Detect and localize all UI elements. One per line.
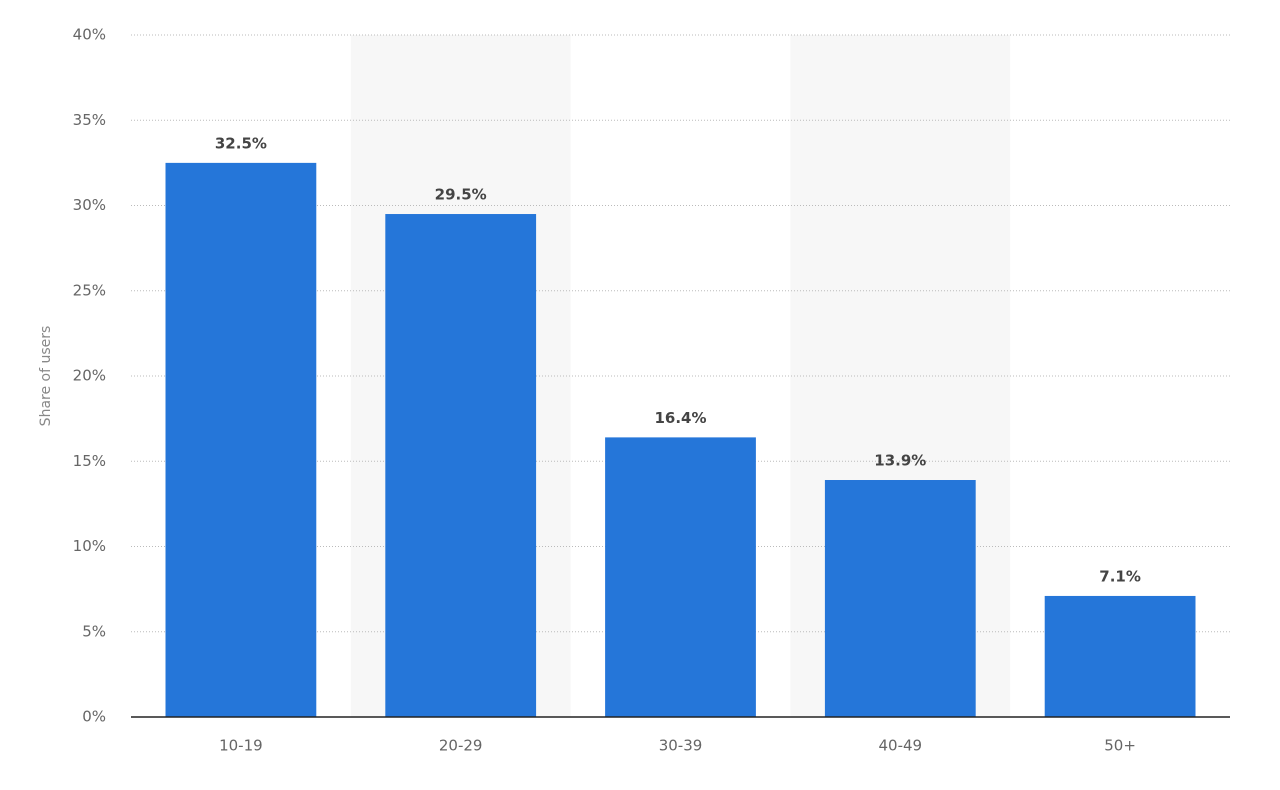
value-label: 29.5%: [435, 186, 487, 204]
x-tick-label: 20-29: [439, 737, 483, 755]
y-tick-label: 35%: [73, 111, 106, 129]
value-label: 13.9%: [874, 452, 926, 470]
bar: [165, 162, 317, 717]
y-tick-label: 25%: [73, 281, 106, 299]
y-tick-label: 0%: [82, 708, 106, 726]
y-axis-label: Share of users: [38, 326, 54, 427]
x-tick-label: 10-19: [219, 737, 263, 755]
x-tick-label: 40-49: [879, 737, 923, 755]
y-tick-label: 20%: [73, 367, 106, 385]
y-tick-label: 15%: [73, 452, 106, 470]
y-tick-label: 10%: [73, 537, 106, 555]
bar: [605, 437, 756, 717]
bar: [824, 480, 976, 717]
y-tick-label: 5%: [82, 622, 106, 640]
y-tick-label: 30%: [73, 196, 106, 214]
bar: [385, 214, 537, 717]
value-label: 7.1%: [1099, 567, 1141, 585]
value-label: 32.5%: [215, 134, 267, 152]
bar: [1044, 595, 1196, 717]
value-label: 16.4%: [654, 409, 706, 427]
y-tick-label: 40%: [73, 26, 106, 44]
x-tick-label: 30-39: [659, 737, 703, 755]
x-tick-label: 50+: [1104, 737, 1136, 755]
